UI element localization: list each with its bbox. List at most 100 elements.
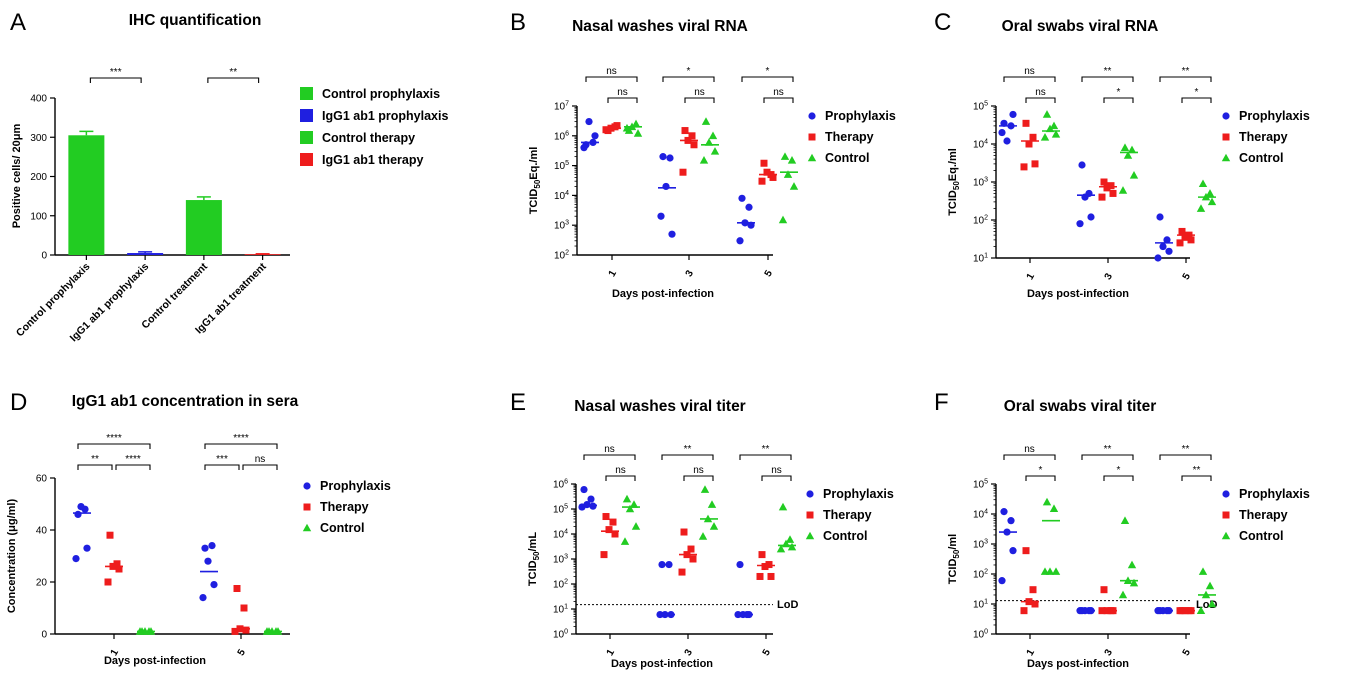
significance-label: ns: [255, 454, 266, 465]
y-tick-label: 103: [973, 177, 988, 189]
data-point: [629, 500, 639, 508]
data-point: [201, 544, 209, 552]
data-point: [707, 500, 717, 508]
bar: [68, 135, 105, 255]
data-point: [1205, 189, 1215, 197]
y-axis-label-part: /mL: [527, 532, 539, 552]
data-point: [204, 557, 212, 565]
data-point: [769, 173, 777, 181]
data-point: [783, 170, 793, 178]
legend-marker: [1222, 511, 1230, 519]
y-tick-label: 100: [30, 211, 47, 222]
y-tick-base: 10: [553, 630, 565, 641]
y-axis-label: TCID50Eq./ml: [947, 148, 961, 216]
y-tick-base: 10: [973, 102, 985, 113]
data-point: [1198, 567, 1208, 575]
legend-label: Therapy: [825, 130, 874, 144]
data-point: [699, 156, 709, 164]
y-tick-base: 10: [553, 555, 565, 566]
legend-label: Control: [1239, 151, 1283, 165]
significance-bracket: [1003, 454, 1056, 460]
significance-label: ns: [1024, 444, 1035, 455]
significance-label: *: [766, 66, 770, 77]
significance-bracket: [1025, 97, 1056, 103]
significance-label: *: [1117, 465, 1121, 476]
y-tick-base: 10: [553, 505, 565, 516]
y-axis-label-part: Eq./ml: [528, 147, 540, 180]
data-point: [1022, 547, 1030, 555]
x-axis-label: Days post-infection: [104, 655, 206, 667]
y-tick-base: 10: [973, 600, 985, 611]
data-point: [668, 230, 676, 238]
lod-label: LoD: [777, 599, 798, 611]
data-point: [1000, 508, 1008, 516]
legend-swatch: [300, 131, 313, 144]
significance-bracket: [761, 475, 792, 481]
y-tick-label: 400: [30, 94, 47, 105]
y-tick-label: 104: [973, 509, 988, 521]
data-point: [1198, 179, 1208, 188]
data-point: [585, 117, 593, 126]
legend-marker: [808, 133, 816, 141]
y-tick-exponent: 3: [565, 220, 569, 227]
legend-marker: [808, 112, 816, 120]
data-point: [681, 127, 689, 135]
data-point: [1205, 581, 1215, 590]
y-tick-base: 10: [554, 251, 566, 262]
data-point: [1176, 239, 1184, 247]
y-tick-exponent: 6: [565, 130, 569, 137]
y-tick-label: 40: [36, 526, 48, 537]
y-tick-label: 102: [554, 250, 569, 262]
legend-swatch: [300, 153, 313, 166]
y-tick-label: 106: [554, 130, 569, 142]
y-tick-exponent: 4: [984, 139, 988, 146]
data-point: [1049, 504, 1059, 513]
data-point: [1118, 186, 1128, 194]
significance-bracket: [1103, 97, 1134, 103]
data-point: [704, 138, 714, 146]
y-axis-label-part: Eq./ml: [947, 148, 959, 181]
data-point: [1196, 204, 1206, 212]
data-point: [758, 177, 766, 185]
data-point: [1207, 197, 1217, 206]
y-tick-label: 105: [553, 504, 568, 516]
data-point: [578, 503, 586, 511]
data-point: [745, 203, 753, 211]
legend-label: Therapy: [1239, 130, 1288, 144]
data-point: [666, 154, 674, 162]
data-point: [1025, 140, 1033, 148]
significance-label: ns: [693, 465, 704, 476]
data-point: [1127, 145, 1137, 154]
legend-label: Prophylaxis: [320, 479, 391, 493]
y-tick-label: 105: [973, 101, 988, 113]
significance-bracket: [1025, 475, 1056, 481]
legend-label: Control: [825, 151, 869, 165]
x-tick-label: 1: [1025, 647, 1038, 658]
chart-title: IHC quantification: [129, 12, 262, 29]
y-axis-label: Concentration (μg/ml): [6, 499, 18, 614]
legend-label: Control: [823, 529, 867, 543]
data-point: [690, 141, 698, 149]
y-tick-label: 102: [973, 215, 988, 227]
data-point: [199, 594, 207, 602]
legend-label: Control: [320, 521, 364, 535]
y-axis-label-sub: 50: [952, 181, 961, 190]
data-point: [1031, 600, 1039, 608]
data-point: [591, 132, 599, 140]
significance-label: *: [1117, 87, 1121, 98]
significance-label: *: [687, 66, 691, 77]
data-point: [589, 502, 597, 510]
data-point: [1087, 213, 1095, 221]
data-point: [785, 535, 795, 543]
data-point: [679, 168, 687, 176]
data-point: [1029, 133, 1037, 141]
y-tick-exponent: 5: [984, 479, 988, 486]
x-tick-label: 1: [1025, 271, 1038, 282]
y-tick-exponent: 5: [565, 160, 569, 167]
data-point: [1009, 110, 1017, 119]
data-point: [609, 518, 617, 526]
legend-label: Prophylaxis: [825, 109, 896, 123]
data-point: [998, 577, 1006, 585]
x-axis-label: Days post-infection: [612, 288, 714, 300]
data-point: [74, 510, 82, 518]
